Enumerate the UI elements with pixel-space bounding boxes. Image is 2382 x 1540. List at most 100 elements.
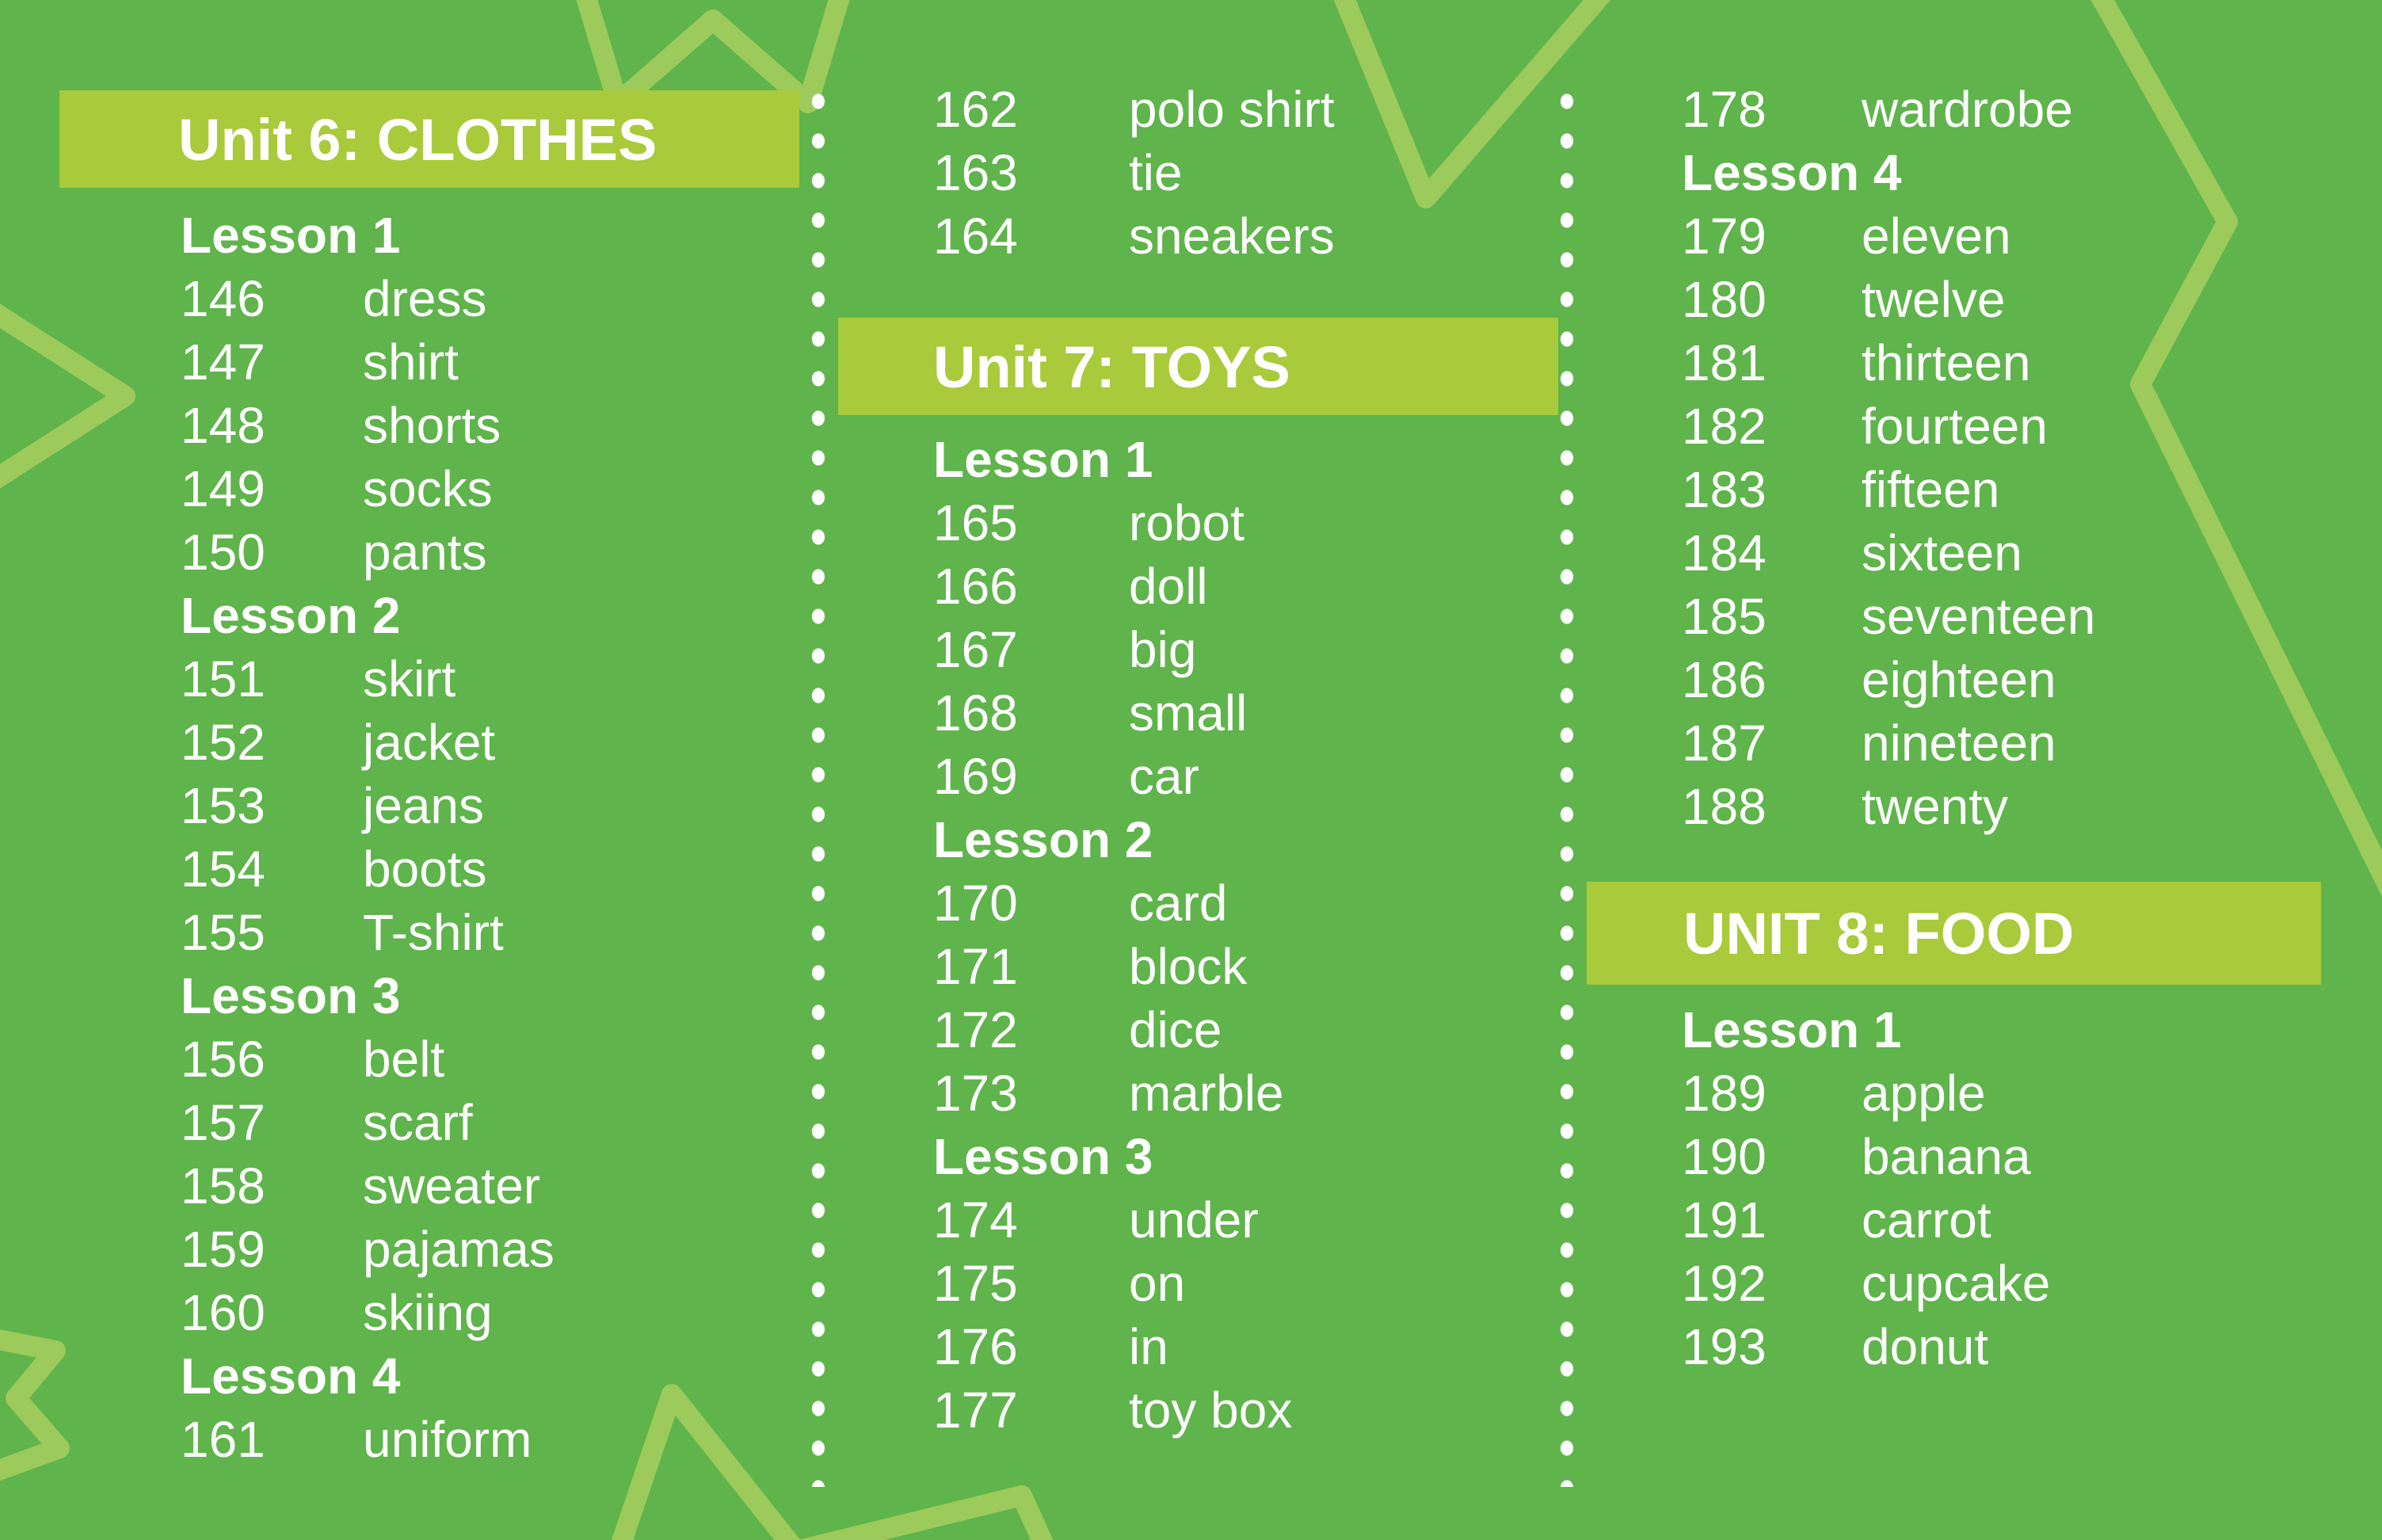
unit-header: Unit 7: TOYS <box>838 318 1558 415</box>
vocab-item-row: 155 T-shirt <box>59 901 799 964</box>
vocab-item-row: 153 jeans <box>59 774 799 837</box>
vocab-item-row: 167 big <box>838 618 1558 681</box>
vocab-item-word: twelve <box>1862 271 2006 328</box>
vocab-item-row: 149 socks <box>59 457 799 520</box>
vocab-item-number: 168 <box>933 684 1018 741</box>
lesson-heading: Lesson 1 <box>1682 1001 1902 1058</box>
unit-header: UNIT 8: FOOD <box>1587 882 2321 985</box>
vocab-item-word: skirt <box>363 650 456 707</box>
vocab-item-word: scarf <box>363 1094 473 1151</box>
vocab-item-word: robot <box>1129 494 1244 551</box>
vocab-item-number: 191 <box>1682 1191 1766 1248</box>
vocab-item-row: 169 car <box>838 745 1558 808</box>
star-tip-top-center <box>576 0 850 113</box>
star-tip-bottom-left <box>0 1329 70 1481</box>
vocab-item-word: on <box>1129 1255 1186 1312</box>
vocab-item-word: eleven <box>1862 208 2011 265</box>
vocab-item-number: 171 <box>933 938 1018 995</box>
vocab-item-word: pajamas <box>363 1221 555 1278</box>
vocab-item-number: 177 <box>933 1382 1018 1439</box>
vocab-item-word: wardrobe <box>1862 81 2073 138</box>
vocab-item-number: 173 <box>933 1065 1018 1122</box>
vocab-item-row: 161 uniform <box>59 1408 799 1471</box>
lesson-heading: Lesson 1 <box>181 207 401 264</box>
vocab-item-number: 192 <box>1682 1255 1766 1312</box>
vocab-item-row: 179 eleven <box>1587 204 2321 268</box>
vocab-item-row: 170 card <box>838 871 1558 935</box>
vocab-item-row: 177 toy box <box>838 1378 1558 1442</box>
vocab-item-row: 190 banana <box>1587 1125 2321 1188</box>
vocab-item-number: 176 <box>933 1318 1018 1375</box>
vocab-item-number: 159 <box>181 1221 265 1278</box>
vocab-item-word: under <box>1129 1191 1259 1248</box>
vocab-item-word: cupcake <box>1862 1255 2051 1312</box>
vocab-item-number: 164 <box>933 208 1018 265</box>
vocab-item-row: 182 fourteen <box>1587 395 2321 458</box>
vocab-item-row: 151 skirt <box>59 647 799 711</box>
vocab-item-word: in <box>1129 1318 1168 1375</box>
lesson-heading: Lesson 3 <box>933 1128 1153 1185</box>
vocab-item-number: 157 <box>181 1094 265 1151</box>
vocab-item-number: 170 <box>933 875 1018 932</box>
vocab-item-number: 151 <box>181 650 265 707</box>
vocab-item-row: 150 pants <box>59 520 799 584</box>
dotted-divider <box>1560 93 1574 1487</box>
vocab-item-number: 172 <box>933 1001 1018 1058</box>
star-valley-top-right <box>1333 0 1611 208</box>
vocab-item-word: shirt <box>363 334 459 391</box>
vocab-item-word: T-shirt <box>363 904 504 961</box>
vocab-item-number: 193 <box>1682 1318 1766 1375</box>
column-unit8: 178 wardrobe Lesson 4 179 eleven 180 twelve 181… <box>1587 78 2321 1378</box>
vocab-item-word: skiing <box>363 1284 493 1341</box>
vocab-item-row: 191 carrot <box>1587 1188 2321 1252</box>
vocab-item-word: thirteen <box>1862 334 2031 391</box>
vocab-item-row: 189 apple <box>1587 1062 2321 1125</box>
dotted-divider <box>811 93 825 1487</box>
vocab-item-row: 157 scarf <box>59 1091 799 1154</box>
vocab-item-word: eighteen <box>1862 651 2056 708</box>
lesson-heading: Lesson 3 <box>181 967 401 1024</box>
vocab-item-word: jacket <box>363 714 496 771</box>
vocab-item-row: 160 skiing <box>59 1281 799 1344</box>
vocab-item-row: 183 fifteen <box>1587 458 2321 521</box>
vocab-item-word: marble <box>1129 1065 1284 1122</box>
vocab-item-word: apple <box>1862 1065 1986 1122</box>
vocab-item-number: 167 <box>933 621 1018 678</box>
vocab-item-number: 162 <box>933 81 1018 138</box>
vocab-item-word: big <box>1129 621 1197 678</box>
vocab-item-number: 155 <box>181 904 265 961</box>
vocab-item-number: 175 <box>933 1255 1018 1312</box>
vocab-item-word: boots <box>363 841 487 898</box>
vocab-item-number: 160 <box>181 1284 265 1341</box>
vocab-item-row: 148 shorts <box>59 394 799 457</box>
lesson-heading: Lesson 1 <box>933 431 1153 488</box>
vocab-item-word: sneakers <box>1129 208 1335 265</box>
vocab-item-word: fifteen <box>1862 461 2000 518</box>
column-unit7: 162 polo shirt 163 tie 164 sneakers Unit 7: TO… <box>838 78 1558 1442</box>
vocab-item-number: 158 <box>181 1157 265 1214</box>
vocab-item-number: 188 <box>1682 778 1766 835</box>
vocab-item-word: block <box>1129 938 1248 995</box>
vocab-item-word: small <box>1129 684 1248 741</box>
column-unit6: Unit 6: CLOTHES Lesson 1 146 dress 147 shirt 1… <box>59 90 799 1471</box>
vocab-item-number: 153 <box>181 777 265 834</box>
lesson-heading: Lesson 4 <box>181 1348 401 1405</box>
vocab-item-number: 156 <box>181 1031 265 1088</box>
vocab-item-row: 193 donut <box>1587 1315 2321 1378</box>
vocab-item-row: 185 seventeen <box>1587 585 2321 648</box>
vocab-item-number: 185 <box>1682 588 1766 645</box>
vocab-item-number: 152 <box>181 714 265 771</box>
vocab-item-word: donut <box>1862 1318 1989 1375</box>
vocab-item-number: 174 <box>933 1191 1018 1248</box>
vocab-item-word: sixteen <box>1862 524 2022 581</box>
vocab-item-row: 184 sixteen <box>1587 521 2321 585</box>
vocab-item-number: 181 <box>1682 334 1766 391</box>
vocab-item-row: 166 doll <box>838 555 1558 618</box>
vocab-item-row: 176 in <box>838 1315 1558 1378</box>
vocab-item-word: carrot <box>1862 1191 1991 1248</box>
vocab-item-number: 178 <box>1682 81 1766 138</box>
vocab-item-number: 147 <box>181 334 265 391</box>
vocab-item-row: 152 jacket <box>59 711 799 774</box>
vocab-item-word: dice <box>1129 1001 1222 1058</box>
